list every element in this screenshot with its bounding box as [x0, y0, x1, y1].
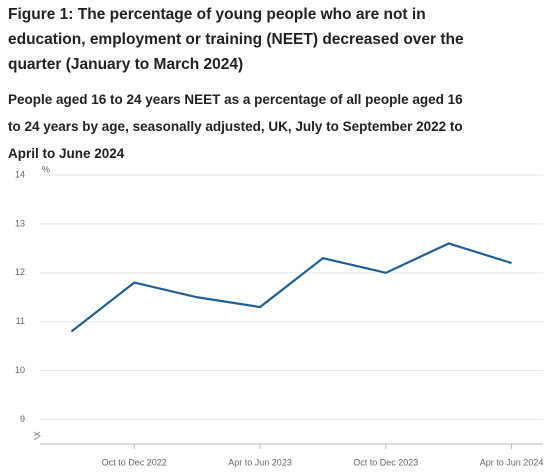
y-tick-label: 12: [15, 267, 25, 277]
data-line: [70, 242, 512, 333]
y-tick-label: 10: [15, 365, 25, 375]
y-tick-label: 13: [15, 218, 25, 228]
y-tick-label: 14: [15, 169, 25, 179]
y-unit: %: [42, 164, 50, 174]
chart-subtitle: People aged 16 to 24 years NEET as a per…: [8, 92, 463, 161]
y-tick-label: 9: [20, 414, 25, 424]
axis-break: [33, 431, 41, 441]
x-tick-label: Oct to Dec 2023: [353, 457, 418, 467]
y-tick-label: 11: [16, 316, 25, 326]
chart-title: Figure 1: The percentage of young people…: [8, 6, 464, 73]
x-tick-label: Oct to Dec 2022: [102, 457, 167, 467]
x-tick-label: Apr to Jun 2023: [228, 457, 292, 467]
x-tick-label: Apr to Jun 2024: [480, 457, 544, 467]
